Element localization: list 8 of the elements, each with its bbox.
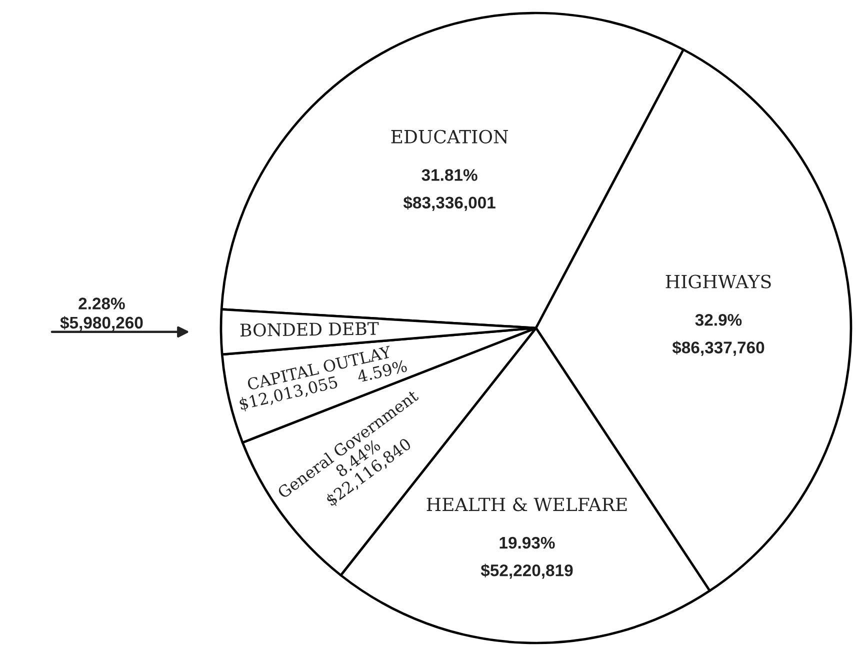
slice-label: HIGHWAYS xyxy=(666,274,771,288)
data-label: 32.9% $86,337,760 xyxy=(672,314,764,356)
data-label: 19.93% $52,220,819 xyxy=(480,536,573,579)
slice-label: EDUCATION xyxy=(391,130,508,144)
slice-label: BONDED DEBT xyxy=(240,322,379,337)
data-label: 31.81% $83,336,001 xyxy=(403,169,496,211)
slice-label: HEALTH & WELFARE xyxy=(426,498,627,512)
data-label: 2.28% $5,980,260 xyxy=(60,298,143,332)
